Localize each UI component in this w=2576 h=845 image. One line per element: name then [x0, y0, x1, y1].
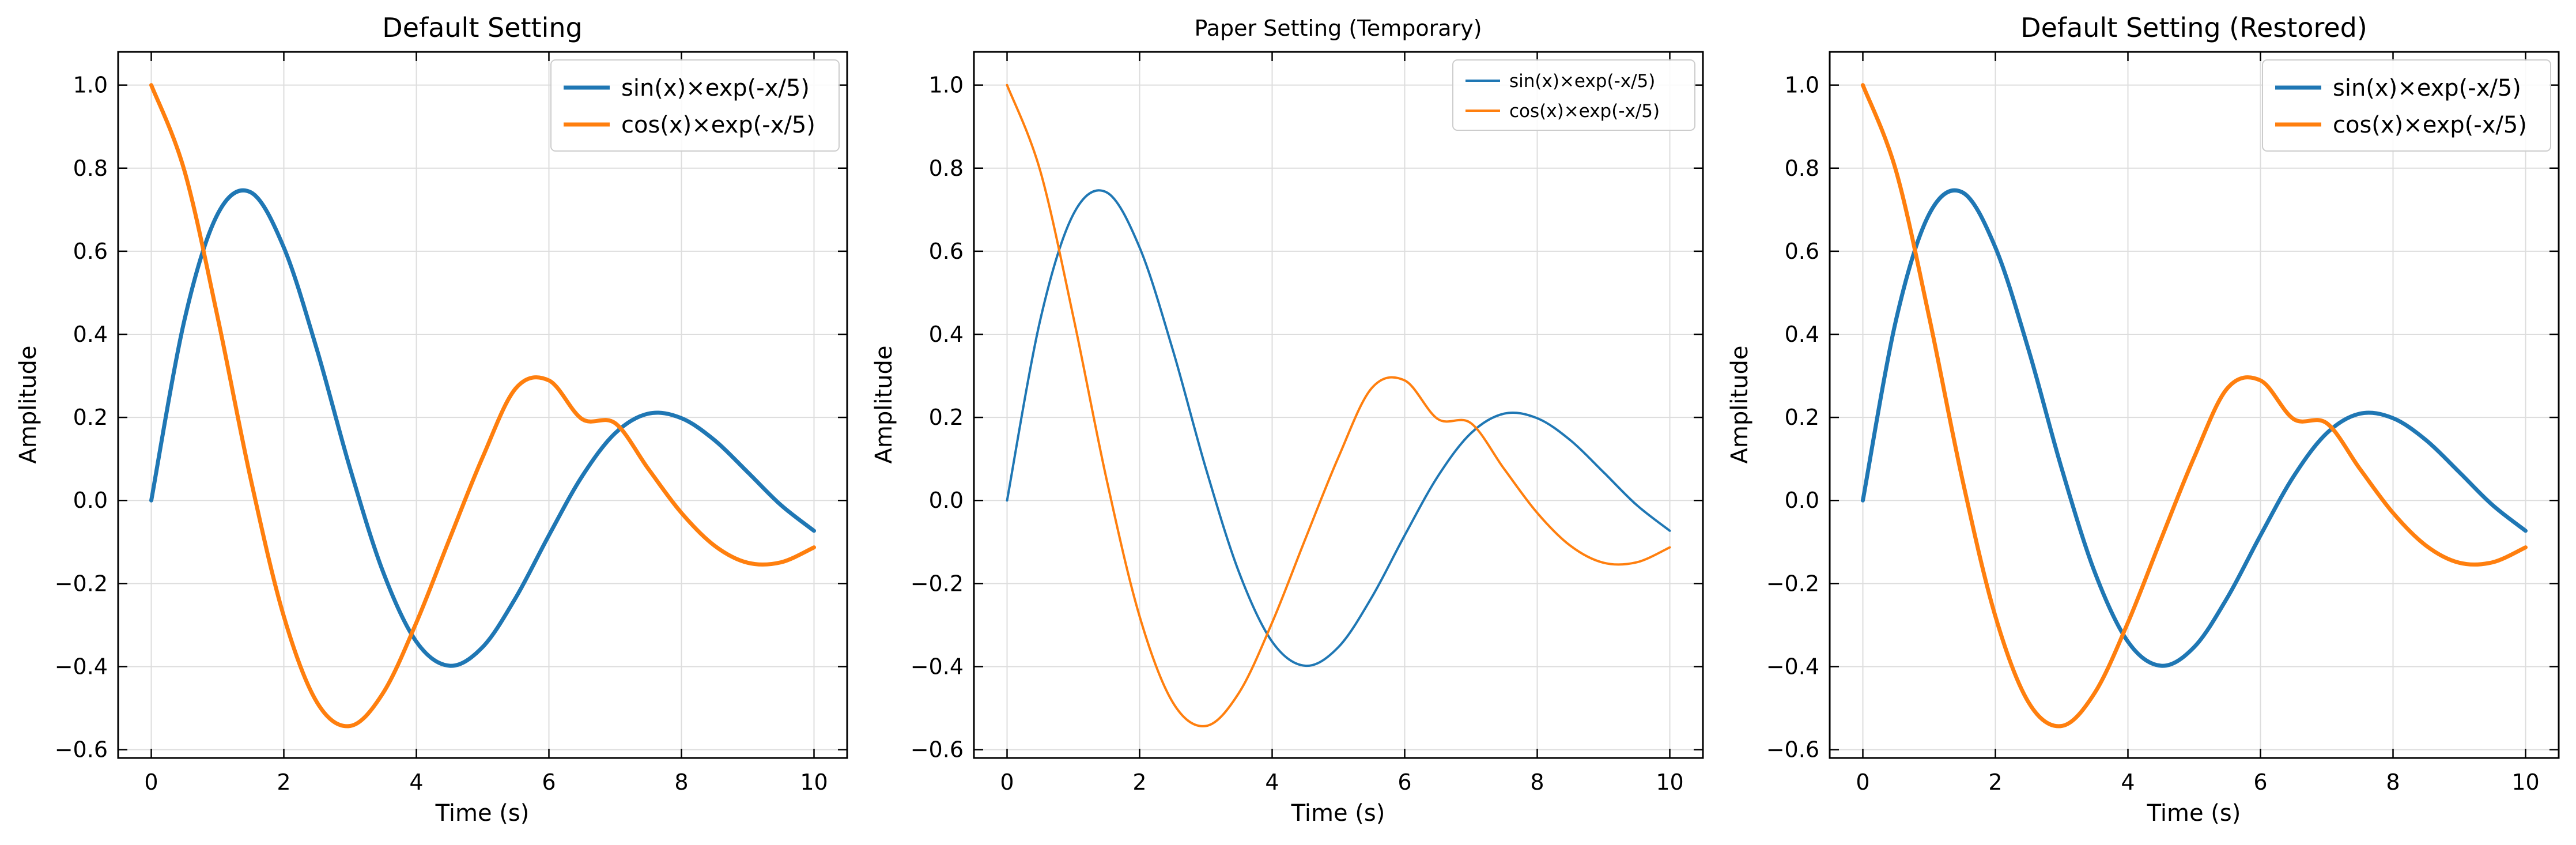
y-tick-label: 0.6 — [73, 239, 108, 264]
plot-area — [1830, 52, 2559, 758]
y-tick-label: 0.8 — [929, 156, 964, 181]
plot-area — [974, 52, 1703, 758]
y-tick-label: 0.0 — [929, 488, 964, 513]
chart-title: Paper Setting (Temporary) — [1194, 16, 1482, 41]
y-tick-label: 1.0 — [1785, 73, 1819, 98]
series-line-cos — [1006, 84, 1671, 727]
series-lines — [1861, 83, 2528, 729]
y-tick-label: −0.6 — [55, 737, 108, 763]
axes-frame — [117, 51, 848, 759]
y-tick-label: −0.6 — [1766, 737, 1819, 763]
legend: sin(x)×exp(-x/5) cos(x)×exp(-x/5) — [550, 59, 840, 152]
x-tick-label: 8 — [2386, 769, 2400, 795]
legend-label-sin: sin(x)×exp(-x/5) — [1509, 71, 1655, 92]
ticks: 0 2 4 6 8 10 −0.6 −0.4 −0.2 0.0 0.2 0.4 0.6 0.8 1.0 — [55, 52, 847, 795]
y-tick-label: 0.6 — [1785, 239, 1819, 264]
x-tick-label: 6 — [542, 769, 556, 795]
axes-frame — [973, 51, 1704, 759]
y-tick-label: 0.0 — [1785, 488, 1819, 513]
y-tick-label: 0.8 — [73, 156, 108, 181]
x-tick-label: 8 — [674, 769, 688, 795]
chart-title: Default Setting (Restored) — [2020, 12, 2367, 43]
x-tick-label: 0 — [1000, 769, 1014, 795]
legend-box — [2262, 59, 2551, 152]
x-tick-label: 10 — [2511, 769, 2539, 795]
y-tick-label: 0.4 — [1785, 322, 1819, 347]
legend-label-cos: cos(x)×exp(-x/5) — [1509, 101, 1660, 122]
panel-paper: 0 2 4 6 8 10 −0.6 −0.4 −0.2 0.0 0.2 0.4 0.6 0.8 1.0 Pa… — [871, 16, 1704, 827]
y-tick-label: 0.2 — [929, 405, 964, 430]
y-tick-label: 1.0 — [73, 73, 108, 98]
y-tick-label: −0.6 — [911, 737, 964, 763]
series-lines — [149, 83, 816, 729]
y-axis-label: Amplitude — [871, 346, 897, 464]
y-tick-label: −0.4 — [911, 654, 964, 679]
y-tick-label: −0.2 — [911, 571, 964, 596]
series-line-sin — [1006, 189, 1671, 667]
x-tick-label: 2 — [1132, 769, 1146, 795]
y-tick-label: 0.0 — [73, 488, 108, 513]
y-tick-label: 0.4 — [929, 322, 964, 347]
x-tick-label: 4 — [2121, 769, 2135, 795]
y-tick-label: 0.6 — [929, 239, 964, 264]
y-tick-label: −0.2 — [55, 571, 108, 596]
series-line-cos — [1861, 83, 2528, 729]
x-tick-label: 6 — [2253, 769, 2267, 795]
x-tick-label: 4 — [1265, 769, 1279, 795]
series-lines — [1006, 84, 1671, 727]
grid — [118, 52, 847, 758]
y-tick-label: 1.0 — [929, 73, 964, 98]
legend-label-sin: sin(x)×exp(-x/5) — [621, 75, 810, 101]
axes-frame — [1829, 51, 2560, 759]
y-axis-label: Amplitude — [1727, 346, 1753, 464]
y-tick-label: −0.2 — [1766, 571, 1819, 596]
panel-default: 0 2 4 6 8 10 −0.6 −0.4 −0.2 0.0 0.2 0.4 0.6 0.8 1.0 De… — [15, 12, 848, 827]
x-tick-label: 6 — [1397, 769, 1411, 795]
y-tick-label: 0.2 — [1785, 405, 1819, 430]
x-tick-label: 0 — [144, 769, 158, 795]
x-tick-label: 10 — [1656, 769, 1683, 795]
x-axis-label: Time (s) — [435, 800, 530, 827]
panel-restored: 0 2 4 6 8 10 −0.6 −0.4 −0.2 0.0 0.2 0.4 0.6 0.8 1.0 De… — [1727, 12, 2560, 827]
ticks: 0 2 4 6 8 10 −0.6 −0.4 −0.2 0.0 0.2 0.4 0.6 0.8 1.0 — [911, 52, 1703, 795]
x-tick-label: 8 — [1530, 769, 1544, 795]
legend: sin(x)×exp(-x/5) cos(x)×exp(-x/5) — [1452, 59, 1695, 131]
series-line-sin — [1861, 188, 2528, 668]
legend-label-cos: cos(x)×exp(-x/5) — [2333, 112, 2527, 138]
legend-box — [1452, 59, 1695, 131]
y-tick-label: −0.4 — [1766, 654, 1819, 679]
y-tick-label: −0.4 — [55, 654, 108, 679]
x-tick-label: 0 — [1856, 769, 1869, 795]
x-axis-label: Time (s) — [1291, 800, 1385, 827]
y-tick-label: 0.8 — [1785, 156, 1819, 181]
legend: sin(x)×exp(-x/5) cos(x)×exp(-x/5) — [2262, 59, 2551, 152]
legend-label-sin: sin(x)×exp(-x/5) — [2333, 75, 2521, 101]
series-line-cos — [149, 83, 816, 729]
ticks: 0 2 4 6 8 10 −0.6 −0.4 −0.2 0.0 0.2 0.4 0.6 0.8 1.0 — [1766, 52, 2559, 795]
legend-label-cos: cos(x)×exp(-x/5) — [621, 112, 815, 138]
chart-title: Default Setting — [382, 12, 582, 43]
x-tick-label: 2 — [1988, 769, 2002, 795]
x-axis-label: Time (s) — [2147, 800, 2241, 827]
y-tick-label: 0.4 — [73, 322, 108, 347]
x-tick-label: 4 — [409, 769, 423, 795]
plot-area — [118, 52, 847, 758]
x-tick-label: 10 — [800, 769, 828, 795]
x-tick-label: 2 — [277, 769, 290, 795]
grid — [974, 52, 1703, 758]
y-axis-label: Amplitude — [15, 346, 41, 464]
y-tick-label: 0.2 — [73, 405, 108, 430]
series-line-sin — [149, 188, 816, 668]
legend-box — [550, 59, 840, 152]
